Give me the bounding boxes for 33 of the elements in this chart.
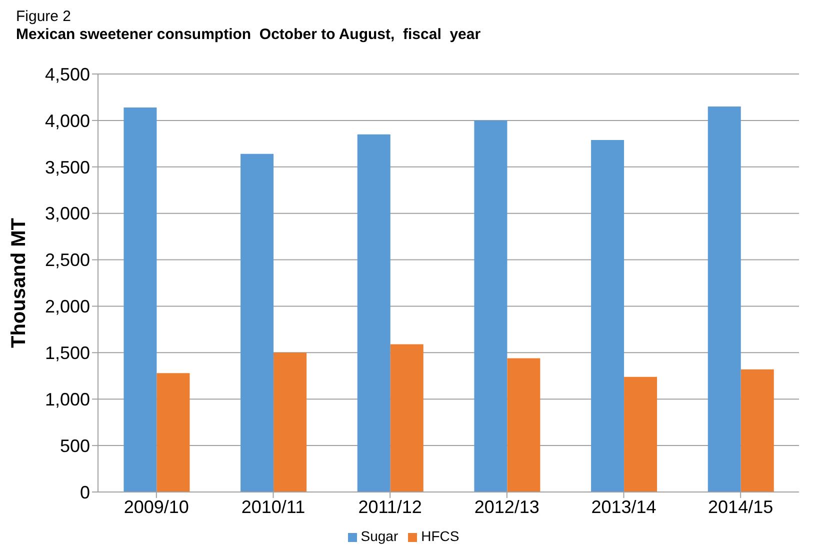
bar: [240, 154, 274, 492]
x-tick-label: 2009/10: [124, 496, 189, 517]
y-tick-label: 2,000: [44, 296, 90, 317]
y-tick-label: 3,000: [44, 204, 90, 224]
y-tick-label: 500: [60, 436, 90, 456]
bar: [708, 106, 741, 492]
x-tick-label: 2013/14: [591, 496, 656, 517]
legend-label: Sugar: [360, 528, 398, 544]
bar: [740, 369, 774, 492]
x-tick-label: 2011/12: [358, 496, 422, 517]
y-axis-title: Thousand MT: [8, 218, 30, 348]
x-tick-label: 2010/11: [241, 496, 306, 517]
y-tick-label: 1,500: [44, 343, 90, 364]
bar: [591, 140, 624, 492]
y-tick-label: 4,500: [44, 64, 90, 84]
bar: [124, 107, 157, 492]
y-tick-label: 4,000: [44, 110, 90, 131]
bar: [274, 352, 307, 492]
chart-title: Figure 2: [16, 8, 72, 25]
x-tick-label: 2014/15: [708, 496, 774, 517]
chart-subtitle: Mexican sweetener consumption October to August, fiscal year: [16, 25, 482, 44]
bar: [624, 376, 658, 492]
bar: [390, 344, 424, 492]
y-tick-label: 0: [80, 482, 90, 502]
bar: [507, 358, 540, 492]
x-tick-label: 2012/13: [474, 496, 540, 517]
y-tick-label: 1,000: [44, 390, 90, 410]
bar: [474, 120, 508, 492]
legend-label: HFCS: [421, 528, 460, 544]
y-tick-label: 3,500: [44, 157, 90, 178]
bar: [357, 134, 390, 492]
bar: [156, 373, 190, 492]
y-tick-label: 2,500: [44, 250, 90, 270]
